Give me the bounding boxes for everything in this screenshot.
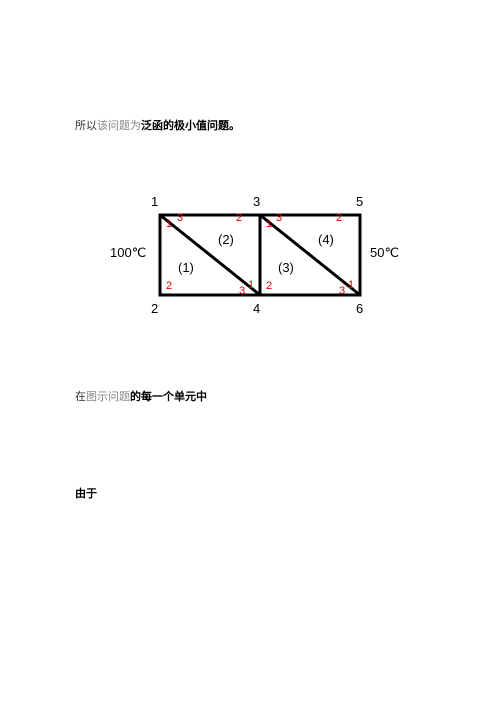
element-4: (4) — [318, 232, 334, 247]
temp-right: 50℃ — [370, 245, 399, 261]
node-6: 6 — [356, 301, 363, 316]
local-label: 1 — [248, 279, 254, 291]
paragraph-3: 由于 — [75, 485, 97, 501]
local-label: 1 — [166, 218, 172, 230]
fem-mesh-diagram: 1 2 3 4 5 6 1 3 2 1 3 2 1 3 2 1 3 2 (1) … — [130, 190, 390, 320]
local-label: 3 — [339, 285, 345, 297]
diag-2 — [260, 215, 360, 295]
local-label: 2 — [236, 212, 242, 224]
text-bold: 由于 — [75, 488, 97, 500]
text-bold: 泛函的极小值问题。 — [141, 120, 240, 132]
text-prefix: 在 — [75, 391, 86, 403]
local-label: 2 — [266, 280, 272, 292]
node-3: 3 — [253, 194, 260, 209]
temp-left: 100℃ — [110, 245, 146, 261]
local-label: 3 — [239, 285, 245, 297]
paragraph-2: 在图示问题的每一个单元中 — [75, 388, 207, 404]
node-1: 1 — [151, 194, 158, 209]
paragraph-1: 所以该问题为泛函的极小值问题。 — [75, 117, 240, 133]
node-5: 5 — [356, 194, 363, 209]
node-2: 2 — [151, 301, 158, 316]
element-1: (1) — [178, 260, 194, 275]
text-light: 图示问题 — [86, 391, 130, 403]
text-prefix: 所以 — [75, 120, 97, 132]
local-label: 2 — [336, 212, 342, 224]
text-bold: 的每一个单元中 — [130, 391, 207, 403]
local-label: 3 — [276, 212, 282, 224]
local-label: 1 — [266, 218, 272, 230]
local-label: 3 — [177, 212, 183, 224]
local-label: 2 — [166, 280, 172, 292]
text-light: 该问题为 — [97, 120, 141, 132]
mesh-svg — [155, 210, 365, 300]
node-4: 4 — [253, 301, 260, 316]
local-label: 1 — [348, 279, 354, 291]
element-2: (2) — [218, 232, 234, 247]
diag-1 — [160, 215, 260, 295]
element-3: (3) — [278, 260, 294, 275]
